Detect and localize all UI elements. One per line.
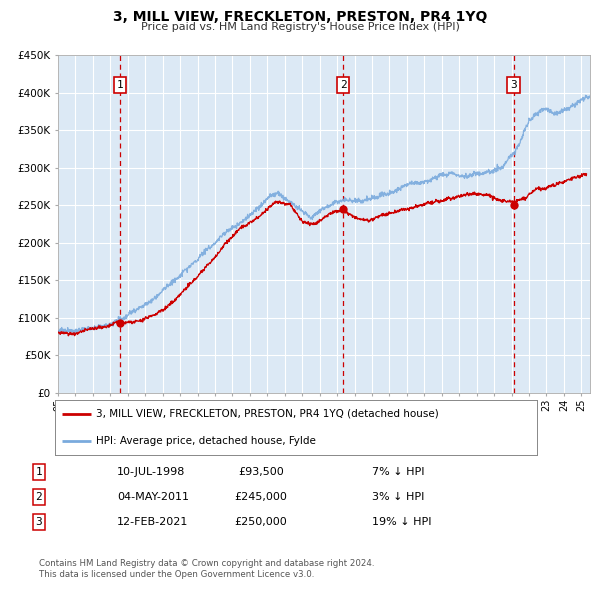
Text: 12-FEB-2021: 12-FEB-2021	[117, 517, 188, 527]
Text: 7% ↓ HPI: 7% ↓ HPI	[372, 467, 425, 477]
Text: 04-MAY-2011: 04-MAY-2011	[117, 492, 189, 502]
Text: 10-JUL-1998: 10-JUL-1998	[117, 467, 185, 477]
Text: 2: 2	[340, 80, 346, 90]
Text: 1: 1	[35, 467, 43, 477]
Text: 3, MILL VIEW, FRECKLETON, PRESTON, PR4 1YQ (detached house): 3, MILL VIEW, FRECKLETON, PRESTON, PR4 1…	[96, 409, 439, 419]
Text: Price paid vs. HM Land Registry's House Price Index (HPI): Price paid vs. HM Land Registry's House …	[140, 22, 460, 32]
Text: 1: 1	[116, 80, 123, 90]
Text: 3% ↓ HPI: 3% ↓ HPI	[372, 492, 424, 502]
Text: 2: 2	[35, 492, 43, 502]
Text: 3: 3	[510, 80, 517, 90]
Text: £250,000: £250,000	[235, 517, 287, 527]
Text: 3: 3	[35, 517, 43, 527]
Text: Contains HM Land Registry data © Crown copyright and database right 2024.
This d: Contains HM Land Registry data © Crown c…	[39, 559, 374, 579]
Text: £93,500: £93,500	[238, 467, 284, 477]
Text: £245,000: £245,000	[235, 492, 287, 502]
Text: HPI: Average price, detached house, Fylde: HPI: Average price, detached house, Fyld…	[96, 436, 316, 446]
Text: 3, MILL VIEW, FRECKLETON, PRESTON, PR4 1YQ: 3, MILL VIEW, FRECKLETON, PRESTON, PR4 1…	[113, 10, 487, 24]
Text: 19% ↓ HPI: 19% ↓ HPI	[372, 517, 431, 527]
